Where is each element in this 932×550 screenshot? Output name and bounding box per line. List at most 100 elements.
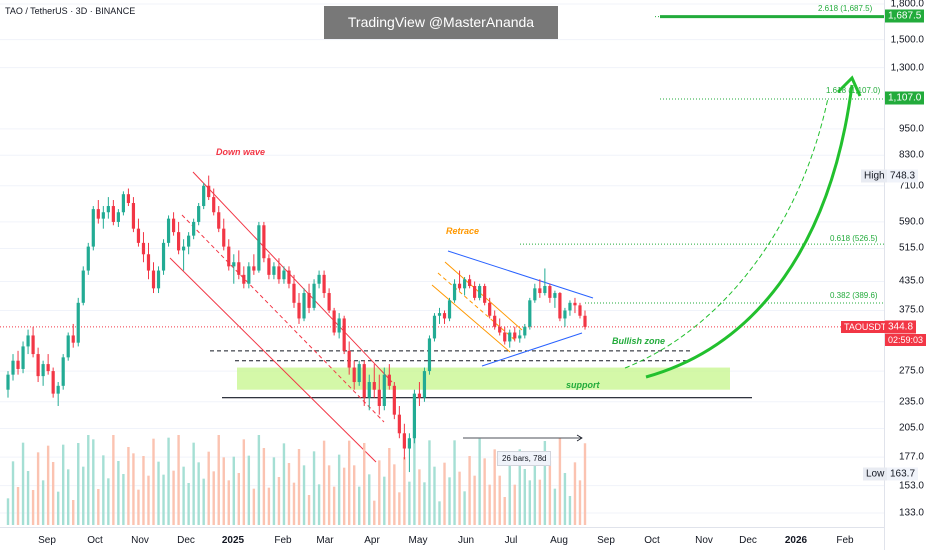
time-label: Aug	[550, 535, 568, 546]
time-label: Mar	[316, 535, 334, 546]
candle-body	[342, 318, 346, 351]
candle-body	[327, 293, 331, 311]
high-value: 748.3	[887, 169, 919, 183]
volume-bar	[583, 443, 587, 525]
volume-bar	[26, 471, 30, 525]
volume-bar	[51, 462, 55, 525]
candle-body	[462, 279, 467, 289]
volume-bar	[21, 442, 25, 525]
volume-bar	[212, 471, 215, 525]
retrace-label: Retrace	[446, 226, 480, 236]
candle-body	[543, 286, 547, 294]
candle-body	[362, 364, 366, 398]
volume-bar	[413, 435, 416, 525]
candle-body	[247, 266, 251, 284]
volume-bar	[257, 435, 261, 525]
volume-bar	[137, 489, 140, 525]
volume-bar	[282, 443, 286, 525]
volume-bar	[82, 466, 85, 525]
volume-bar	[483, 458, 486, 525]
price-tick-label: 153.0	[898, 480, 924, 492]
candle-body	[212, 197, 216, 213]
fib-1618-label: 1.618 (1,107.0)	[826, 86, 881, 95]
volume-bar	[97, 489, 100, 525]
candle-body	[237, 262, 241, 275]
volume-bar	[247, 455, 251, 525]
volume-bar	[157, 461, 160, 525]
candle-body	[538, 288, 542, 294]
volume-bar	[573, 462, 577, 525]
time-label: 2026	[784, 535, 808, 546]
candle-body	[76, 302, 80, 343]
price-tick-label: 275.0	[898, 365, 924, 377]
candle-body	[36, 354, 40, 377]
volume-bar	[242, 439, 246, 525]
volume-bar	[423, 482, 426, 525]
volume-bar	[353, 465, 356, 525]
candle-body	[282, 270, 286, 280]
volume-bar	[322, 440, 326, 525]
price-tick-label: 205.0	[898, 422, 924, 434]
price-tick-label: 830.0	[898, 149, 924, 161]
candle-body	[21, 346, 25, 369]
candle-body	[377, 389, 381, 406]
volume-bar	[533, 451, 537, 525]
volume-bar	[252, 488, 256, 525]
candle-body	[56, 385, 60, 394]
volume-bar	[337, 454, 341, 525]
volume-bar	[92, 439, 95, 525]
retrace-channel-lower	[431, 284, 511, 353]
volume-bar	[162, 474, 165, 525]
candle-body	[81, 270, 85, 303]
volume-bar	[463, 491, 466, 525]
candle-body	[287, 270, 291, 284]
volume-bar	[548, 460, 552, 525]
candle-body	[11, 360, 15, 375]
candle-body	[307, 293, 311, 308]
volume-bar	[87, 435, 90, 525]
candle-body	[457, 283, 462, 289]
symbol-title: TAO / TetherUS · 3D · BINANCE	[5, 6, 136, 16]
bullish-zone-label: Bullish zone	[612, 336, 666, 346]
candle-body	[192, 221, 196, 236]
volume-bar	[222, 457, 225, 525]
candle-body	[277, 266, 281, 280]
candle-body	[447, 300, 452, 319]
volume-bar	[563, 473, 567, 525]
candle-body	[573, 302, 577, 306]
candle-body	[41, 364, 45, 377]
volume-bar	[16, 487, 20, 525]
candle-body	[61, 357, 65, 386]
projection-arrow	[645, 84, 854, 379]
volume-bar	[197, 462, 200, 525]
candle-body	[242, 274, 246, 284]
candle-body	[317, 274, 321, 284]
volume-bar	[307, 495, 311, 525]
down-channel-mid	[181, 214, 385, 423]
price-chart[interactable]	[0, 0, 885, 550]
volume-bar	[287, 463, 291, 525]
volume-bar	[528, 480, 532, 525]
candle-body	[548, 286, 552, 298]
time-label: Nov	[695, 535, 713, 546]
volume-bar	[523, 469, 526, 525]
volume-bar	[317, 484, 321, 525]
support-label: support	[566, 380, 600, 390]
volume-bar	[127, 447, 130, 525]
volume-bar	[312, 451, 316, 525]
candle-body	[146, 254, 151, 271]
candle-body	[583, 315, 587, 327]
candle-body	[31, 335, 35, 355]
fib-0618-label: 0.618 (526.5)	[830, 234, 878, 243]
volume-bar	[217, 435, 220, 525]
candle-body	[372, 382, 376, 390]
price-tick-label: 710.0	[898, 180, 924, 192]
volume-bar	[102, 455, 105, 525]
support-zone	[237, 367, 730, 390]
volume-bar	[77, 443, 80, 525]
volume-bar	[142, 456, 145, 525]
candle-body	[302, 293, 306, 319]
down-channel-lower	[169, 257, 377, 463]
volume-bar	[72, 500, 75, 525]
volume-bar	[578, 480, 582, 525]
